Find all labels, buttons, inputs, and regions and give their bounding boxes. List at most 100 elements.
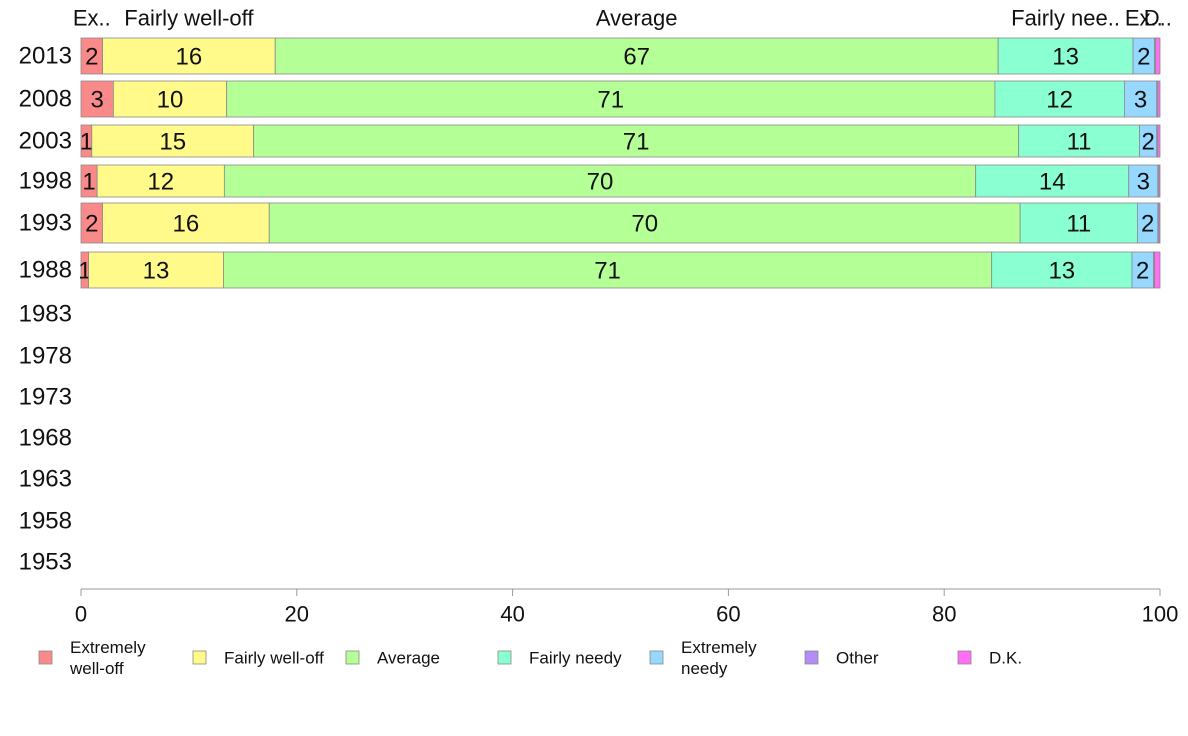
top-category-label: Ex.. xyxy=(1125,6,1163,31)
bar-row-1958: 1958 xyxy=(19,508,72,535)
data-label: 16 xyxy=(173,211,200,238)
data-label: 2 xyxy=(1141,129,1154,156)
bar-segment xyxy=(268,202,1021,244)
data-label: 15 xyxy=(159,129,186,156)
year-label: 1953 xyxy=(19,549,72,576)
data-label: 2 xyxy=(1137,44,1150,71)
bar-row-1968: 1968 xyxy=(19,425,72,452)
bar-segment xyxy=(1157,80,1161,118)
year-label: 1998 xyxy=(19,168,72,195)
data-label: 14 xyxy=(1039,169,1066,196)
bar-row-2013: 2013 2 16 67 13 2 xyxy=(19,37,1161,75)
legend-swatch xyxy=(649,650,664,665)
bar-segment xyxy=(223,164,977,198)
data-label: 1 xyxy=(80,129,93,156)
top-category-label: Ex.. xyxy=(73,6,111,31)
data-label: 12 xyxy=(147,169,174,196)
bar-segment xyxy=(253,124,1020,158)
top-category-labels: Ex.. Fairly well-off Average Fairly nee.. Ex… xyxy=(73,6,1172,31)
data-label: 2 xyxy=(85,211,98,238)
bar-row-1983: 1983 xyxy=(19,301,72,328)
legend-label: Fairly well-off xyxy=(224,649,324,668)
legend-item: Fairly well-off xyxy=(192,649,324,668)
data-label: 13 xyxy=(143,258,170,285)
bar-segment xyxy=(1158,202,1161,244)
data-label: 10 xyxy=(157,87,184,114)
legend-swatch xyxy=(497,650,512,665)
x-tick-label: 20 xyxy=(285,602,309,627)
legend-item: Fairly needy xyxy=(497,649,622,668)
x-tick-label: 80 xyxy=(932,602,956,627)
data-label: 71 xyxy=(623,129,650,156)
year-label: 1978 xyxy=(19,343,72,370)
bar-segment xyxy=(1157,124,1161,158)
year-label: 1988 xyxy=(19,257,72,284)
bar-segment xyxy=(1128,164,1159,198)
bar-segment xyxy=(975,164,1130,198)
bar-row-1993: 1993 2 16 70 11 2 xyxy=(19,202,1161,244)
data-label: 70 xyxy=(587,169,614,196)
year-label: 1973 xyxy=(19,384,72,411)
bar-segment xyxy=(96,164,225,198)
bar-segment xyxy=(991,251,1133,289)
year-label: 1968 xyxy=(19,425,72,452)
data-label: 1 xyxy=(78,258,91,285)
legend-item: Extremely well-off xyxy=(38,638,146,678)
x-axis: 0 20 40 60 80 100 xyxy=(75,588,1179,627)
bar-row-2003: 2003 1 15 71 11 2 xyxy=(19,124,1161,158)
year-label: 1963 xyxy=(19,466,72,493)
top-category-label: Average xyxy=(596,6,678,31)
bar-row-1973: 1973 xyxy=(19,384,72,411)
legend-label: Average xyxy=(377,649,440,668)
bar-row-1978: 1978 xyxy=(19,343,72,370)
bar-segment xyxy=(91,124,255,158)
data-label: 3 xyxy=(1137,169,1150,196)
data-label: 11 xyxy=(1066,211,1091,238)
bar-segment xyxy=(994,80,1125,118)
bar-segment xyxy=(1123,80,1158,118)
data-label: 2 xyxy=(1136,258,1149,285)
x-tick-label: 100 xyxy=(1142,602,1179,627)
legend-item: Extremely needy xyxy=(649,638,757,678)
bar-segment xyxy=(223,251,993,289)
bar-segment xyxy=(1019,202,1138,244)
year-label: 1983 xyxy=(19,301,72,328)
legend-item: D.K. xyxy=(957,649,1022,668)
data-label: 67 xyxy=(623,44,650,71)
bar-row-1963: 1963 xyxy=(19,466,72,493)
legend-label: Other xyxy=(836,649,879,668)
legend: Extremely well-off Fairly well-off Average F… xyxy=(38,638,1022,678)
bar-segment xyxy=(1155,37,1161,75)
data-label: 71 xyxy=(594,258,621,285)
data-label: 1 xyxy=(82,169,95,196)
bar-segment xyxy=(80,80,114,118)
legend-swatch xyxy=(957,650,972,665)
bar-segment xyxy=(102,37,276,75)
x-tick-label: 0 xyxy=(75,602,87,627)
bar-segment xyxy=(88,251,224,289)
data-label: 70 xyxy=(631,211,658,238)
year-label: 1958 xyxy=(19,508,72,535)
legend-item: Average xyxy=(345,649,440,668)
x-tick-label: 40 xyxy=(500,602,524,627)
bar-segment xyxy=(112,80,228,118)
year-label: 2013 xyxy=(19,43,72,70)
top-category-label: Fairly nee.. xyxy=(1011,6,1120,31)
legend-label: Fairly needy xyxy=(529,649,622,668)
data-label: 13 xyxy=(1048,258,1075,285)
x-tick-label: 60 xyxy=(716,602,740,627)
legend-label: D.K. xyxy=(989,649,1022,668)
bar-row-1998: 1998 1 12 70 14 3 xyxy=(19,164,1161,198)
legend-label: Extremely well-off xyxy=(69,638,146,678)
data-label: 2 xyxy=(85,44,98,71)
legend-swatch xyxy=(804,650,819,665)
data-label: 71 xyxy=(597,87,624,114)
top-category-label: Fairly well-off xyxy=(124,6,254,31)
data-label: 12 xyxy=(1046,87,1073,114)
data-label: 13 xyxy=(1052,44,1079,71)
year-label: 1993 xyxy=(19,210,72,237)
bar-segment xyxy=(1158,164,1161,198)
bar-segment xyxy=(1154,251,1161,289)
